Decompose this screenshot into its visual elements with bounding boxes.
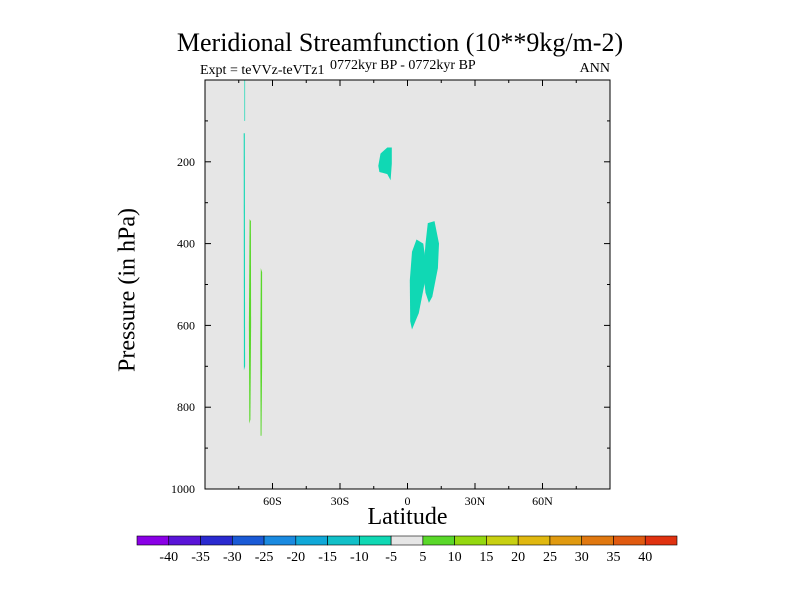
time-range-label: 0772kyr BP - 0772kyr BP (330, 58, 476, 73)
x-axis-label: Latitude (367, 504, 448, 530)
colorbar-swatch (486, 535, 519, 546)
x-tick-label: 30S (331, 494, 350, 508)
contour-mid-tropical-cell-right (423, 221, 439, 303)
plot-background (205, 80, 610, 489)
contour-near-surface-green-a (248, 219, 252, 424)
colorbar-swatch (168, 535, 201, 546)
colorbar-swatch (549, 535, 583, 546)
colorbar-swatch (359, 535, 392, 546)
colorbar-swatch (644, 535, 678, 546)
colorbar-swatch (263, 535, 297, 546)
contour-upper-tropical-cell (378, 147, 392, 181)
colorbar: -40 -35 -30 -25 -20 -15 -10 -5 5 10 15 20 25 30 35 40 (136, 535, 678, 565)
contour-regions (243, 80, 439, 436)
x-tick-label: 30N (465, 494, 486, 508)
y-tick-label: 200 (177, 155, 195, 169)
colorbar-label: -20 (286, 550, 305, 565)
colorbar-label: 20 (511, 550, 525, 565)
colorbar-label: 10 (448, 550, 462, 565)
colorbar-label: -10 (350, 550, 369, 565)
colorbar-swatch (422, 535, 455, 546)
colorbar-label: 30 (575, 550, 589, 565)
colorbar-label: 35 (606, 550, 620, 565)
axis-ticks: 60S 30S 0 30N 60N 200 400 600 800 1000 (171, 80, 610, 508)
colorbar-label: 25 (543, 550, 557, 565)
colorbar-label: -5 (385, 550, 397, 565)
colorbar-label: -30 (223, 550, 242, 565)
colorbar-swatch (136, 535, 170, 546)
colorbar-label: -25 (255, 550, 274, 565)
contour-upper-thin-strip (244, 80, 246, 121)
y-tick-label: 400 (177, 237, 195, 251)
chart-title: Meridional Streamfunction (10**9kg/m-2) (176, 28, 624, 57)
colorbar-label: -35 (191, 550, 210, 565)
contour-mid-tropical-cell-left (409, 239, 426, 330)
colorbar-swatch (517, 535, 551, 546)
colorbar-swatch (613, 535, 646, 546)
x-tick-label: 60N (532, 494, 553, 508)
y-tick-label: 600 (177, 318, 195, 332)
colorbar-swatch (327, 535, 360, 546)
contour-left-thin-strip (243, 133, 246, 371)
colorbar-swatch (454, 535, 487, 546)
colorbar-swatch (231, 535, 265, 546)
experiment-label: Expt = teVVz-teVTz1 (200, 63, 325, 78)
colorbar-swatch (390, 535, 424, 546)
colorbar-label: 15 (479, 550, 493, 565)
season-label: ANN (579, 61, 610, 76)
colorbar-swatch (581, 535, 614, 546)
x-tick-label: 0 (405, 494, 411, 508)
colorbar-swatch (295, 535, 328, 546)
y-tick-label: 1000 (171, 482, 195, 496)
y-tick-label: 800 (177, 400, 195, 414)
contour-near-surface-green-b (260, 268, 263, 436)
colorbar-label: -15 (318, 550, 337, 565)
colorbar-label: 5 (419, 550, 426, 565)
x-tick-label: 60S (263, 494, 282, 508)
colorbar-label: 40 (638, 550, 652, 565)
colorbar-swatch (200, 535, 233, 546)
colorbar-label: -40 (159, 550, 178, 565)
